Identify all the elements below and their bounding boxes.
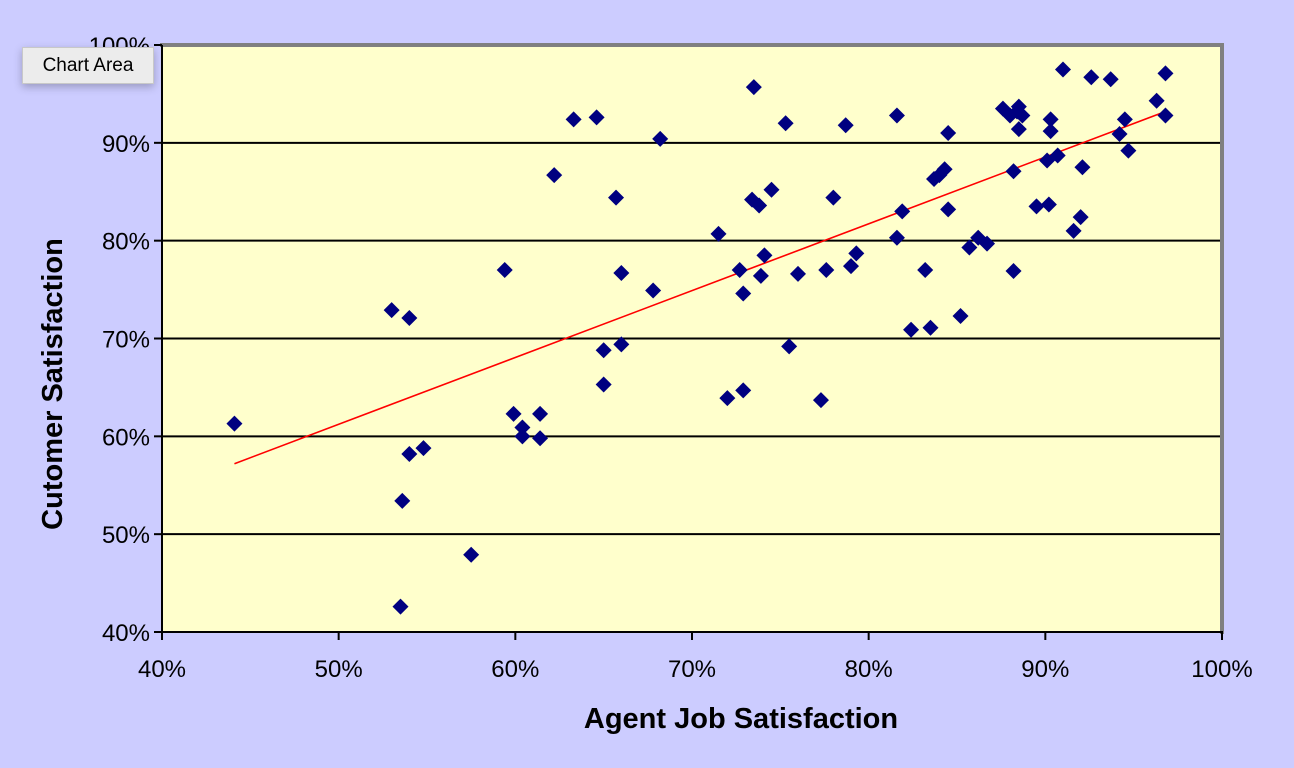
data-point[interactable] [1042, 111, 1059, 128]
data-point[interactable] [532, 430, 549, 447]
data-point[interactable] [719, 390, 736, 407]
data-point[interactable] [894, 203, 911, 220]
data-point[interactable] [1083, 69, 1100, 86]
data-point[interactable] [613, 264, 630, 281]
data-point[interactable] [1102, 71, 1119, 88]
data-point[interactable] [763, 181, 780, 198]
data-point[interactable] [812, 392, 829, 409]
data-point[interactable] [735, 382, 752, 399]
data-point[interactable] [888, 107, 905, 124]
data-point[interactable] [1005, 262, 1022, 279]
y-tick-label: 80% [102, 229, 150, 256]
data-point[interactable] [818, 262, 835, 279]
data-point[interactable] [1042, 123, 1059, 140]
y-tick-label: 60% [102, 424, 150, 451]
data-point[interactable] [1157, 107, 1174, 124]
data-point[interactable] [731, 262, 748, 279]
data-point[interactable] [392, 598, 409, 615]
data-point[interactable] [383, 302, 400, 319]
data-point[interactable] [979, 235, 996, 252]
data-point[interactable] [940, 201, 957, 218]
data-point[interactable] [961, 239, 978, 256]
data-point[interactable] [595, 342, 612, 359]
data-point[interactable] [608, 189, 625, 206]
data-point[interactable] [756, 247, 773, 264]
data-point[interactable] [565, 111, 582, 128]
data-point[interactable] [588, 109, 605, 126]
data-point[interactable] [1010, 121, 1027, 138]
data-point[interactable] [888, 229, 905, 246]
data-point[interactable] [514, 428, 531, 445]
data-point[interactable] [645, 282, 662, 299]
data-point[interactable] [652, 130, 669, 147]
data-point[interactable] [903, 321, 920, 338]
data-point[interactable] [936, 161, 953, 178]
chart-area-tooltip: Chart Area [22, 47, 154, 84]
y-tick-label: 40% [102, 620, 150, 647]
data-point[interactable] [922, 319, 939, 336]
x-tick-label: 60% [491, 656, 539, 683]
data-point[interactable] [1005, 163, 1022, 180]
data-point[interactable] [751, 197, 768, 214]
data-point[interactable] [401, 309, 418, 326]
data-point[interactable] [940, 125, 957, 142]
x-tick-label: 50% [315, 656, 363, 683]
data-point[interactable] [532, 405, 549, 422]
data-point[interactable] [505, 405, 522, 422]
data-point[interactable] [1010, 98, 1027, 115]
data-point[interactable] [394, 492, 411, 509]
x-tick-label: 90% [1021, 656, 1069, 683]
data-point[interactable] [825, 189, 842, 206]
data-point[interactable] [1148, 92, 1165, 109]
data-point[interactable] [463, 546, 480, 563]
y-tick-label: 90% [102, 131, 150, 158]
data-point[interactable] [1120, 142, 1137, 159]
x-axis-title: Agent Job Satisfaction [584, 703, 898, 735]
data-point[interactable] [1072, 209, 1089, 226]
data-point[interactable] [710, 225, 727, 242]
data-point[interactable] [1111, 126, 1128, 143]
y-axis-title: Cutomer Satisfaction [37, 238, 69, 530]
data-point[interactable] [1028, 198, 1045, 215]
data-point[interactable] [952, 307, 969, 324]
data-point[interactable] [745, 79, 762, 96]
x-tick-label: 80% [845, 656, 893, 683]
data-point[interactable] [837, 117, 854, 134]
data-point[interactable] [781, 338, 798, 355]
data-point[interactable] [1040, 196, 1057, 213]
data-point[interactable] [401, 445, 418, 462]
data-point[interactable] [790, 265, 806, 282]
data-point[interactable] [613, 336, 630, 353]
data-point[interactable] [848, 245, 865, 262]
data-point[interactable] [752, 267, 769, 284]
data-point[interactable] [843, 258, 859, 275]
data-point[interactable] [514, 419, 531, 436]
y-tick-label: 70% [102, 327, 150, 354]
data-point[interactable] [546, 167, 563, 184]
data-point[interactable] [1065, 222, 1082, 239]
data-point[interactable] [777, 115, 794, 132]
data-point[interactable] [917, 262, 934, 279]
data-point[interactable] [1157, 65, 1174, 82]
data-point[interactable] [1116, 111, 1133, 128]
data-point[interactable] [1074, 159, 1091, 176]
x-tick-label: 70% [668, 656, 716, 683]
data-point[interactable] [1014, 107, 1031, 124]
data-point[interactable] [735, 285, 752, 302]
x-tick-label: 100% [1191, 656, 1252, 683]
data-point[interactable] [1049, 147, 1066, 164]
data-point[interactable] [595, 376, 612, 393]
data-point[interactable] [415, 440, 432, 457]
y-tick-label: 50% [102, 522, 150, 549]
data-point[interactable] [496, 262, 513, 279]
data-point[interactable] [226, 415, 243, 432]
data-point[interactable] [1055, 61, 1071, 78]
x-tick-label: 40% [138, 656, 186, 683]
